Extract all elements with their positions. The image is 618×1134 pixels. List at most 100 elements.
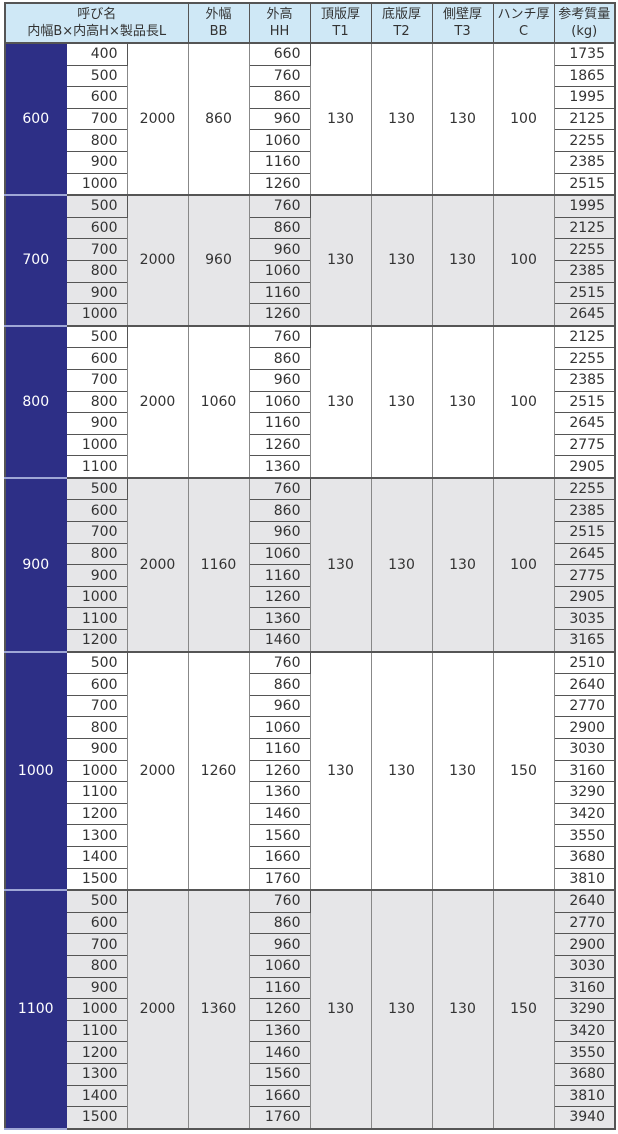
top-slab-t1: 130 bbox=[309, 194, 372, 327]
inner-height: 1300 bbox=[65, 824, 128, 847]
reference-weight: 2125 bbox=[553, 216, 616, 240]
inner-height: 500 bbox=[65, 324, 128, 349]
reference-weight: 3165 bbox=[553, 629, 616, 653]
reference-weight: 2900 bbox=[553, 716, 616, 739]
top-slab-t1: 130 bbox=[309, 650, 372, 891]
reference-weight: 3810 bbox=[553, 1084, 616, 1108]
reference-weight: 2515 bbox=[553, 390, 616, 414]
outer-height-hh: 1260 bbox=[248, 433, 311, 457]
outer-height-hh: 660 bbox=[248, 41, 311, 66]
header-row: 呼び名 内幅B×内高H×製品長L 外幅 BB 外高 HH 頂版厚 T1 底版厚 T2 側壁… bbox=[4, 2, 616, 44]
outer-height-hh: 1060 bbox=[248, 129, 311, 152]
inner-height: 900 bbox=[65, 564, 128, 587]
table-row: 1200 1460 3550 bbox=[5, 1041, 616, 1064]
inner-height: 600 bbox=[65, 347, 128, 370]
reference-weight: 3940 bbox=[553, 1106, 616, 1130]
reference-weight: 2905 bbox=[553, 585, 616, 609]
inner-height: 800 bbox=[65, 542, 128, 566]
inner-height: 500 bbox=[65, 476, 128, 501]
top-slab-t1: 130 bbox=[309, 324, 372, 479]
reference-weight: 2515 bbox=[553, 521, 616, 544]
outer-height-hh: 1460 bbox=[248, 802, 311, 826]
bottom-slab-t2: 130 bbox=[370, 324, 433, 479]
table-row: 600 860 2125 bbox=[5, 216, 616, 240]
outer-height-hh: 1660 bbox=[248, 845, 311, 869]
table-row: 1400 1660 3680 bbox=[5, 845, 616, 869]
inner-height: 1500 bbox=[65, 867, 128, 891]
side-wall-t3: 130 bbox=[431, 889, 494, 1130]
header-bb: 外幅 BB bbox=[187, 2, 250, 44]
table-row: 600 860 2385 bbox=[5, 499, 616, 523]
outer-height-hh: 1360 bbox=[248, 1019, 311, 1043]
table-row: 700 500 2000 960 760 130 130 130 100 1995 bbox=[4, 194, 616, 327]
inner-height: 900 bbox=[65, 150, 128, 174]
product-length: 2000 bbox=[126, 476, 189, 653]
inner-height: 500 bbox=[65, 650, 128, 675]
reference-weight: 3035 bbox=[553, 607, 616, 631]
outer-height-hh: 760 bbox=[248, 476, 311, 501]
haunch-c: 150 bbox=[492, 650, 555, 891]
inner-height: 1500 bbox=[65, 1106, 128, 1130]
reference-weight: 3420 bbox=[553, 1019, 616, 1043]
inner-height: 1100 bbox=[65, 781, 128, 804]
reference-weight: 3030 bbox=[553, 738, 616, 761]
reference-weight: 3810 bbox=[553, 867, 616, 891]
nominal-width: 1100 bbox=[4, 889, 67, 1130]
table-row: 800 1060 2900 bbox=[5, 716, 616, 739]
outer-height-hh: 1060 bbox=[248, 542, 311, 566]
table-row: 800 1060 2255 bbox=[5, 129, 616, 152]
outer-width-bb: 1360 bbox=[187, 889, 250, 1130]
outer-height-hh: 860 bbox=[248, 347, 311, 370]
reference-weight: 2640 bbox=[553, 673, 616, 696]
reference-weight: 3550 bbox=[553, 1041, 616, 1064]
table-row: 700 960 2385 bbox=[5, 368, 616, 392]
inner-height: 1000 bbox=[65, 433, 128, 457]
outer-height-hh: 1560 bbox=[248, 1062, 311, 1086]
inner-height: 900 bbox=[65, 738, 128, 761]
outer-height-hh: 960 bbox=[248, 694, 311, 718]
inner-height: 700 bbox=[65, 694, 128, 718]
reference-weight: 2255 bbox=[553, 238, 616, 261]
table-row: 500 760 1865 bbox=[5, 64, 616, 88]
product-length: 2000 bbox=[126, 194, 189, 327]
header-hh: 外高 HH bbox=[248, 2, 311, 44]
outer-height-hh: 860 bbox=[248, 499, 311, 523]
table-row: 900 1160 2645 bbox=[5, 412, 616, 435]
outer-height-hh: 1460 bbox=[248, 1041, 311, 1064]
outer-height-hh: 960 bbox=[248, 107, 311, 131]
reference-weight: 2385 bbox=[553, 150, 616, 174]
header-c: ハンチ厚 C bbox=[492, 2, 555, 44]
table-row: 700 960 2255 bbox=[5, 238, 616, 261]
reference-weight: 1735 bbox=[553, 41, 616, 66]
outer-height-hh: 960 bbox=[248, 368, 311, 392]
outer-height-hh: 1760 bbox=[248, 867, 311, 891]
header-t2: 底版厚 T2 bbox=[370, 2, 433, 44]
bottom-slab-t2: 130 bbox=[370, 41, 433, 196]
side-wall-t3: 130 bbox=[431, 194, 494, 327]
outer-height-hh: 1260 bbox=[248, 585, 311, 609]
inner-height: 700 bbox=[65, 933, 128, 956]
outer-height-hh: 760 bbox=[248, 194, 311, 218]
reference-weight: 1865 bbox=[553, 64, 616, 88]
table-row: 900 1160 2515 bbox=[5, 281, 616, 305]
outer-height-hh: 1160 bbox=[248, 281, 311, 305]
reference-weight: 2775 bbox=[553, 564, 616, 587]
inner-height: 1000 bbox=[65, 585, 128, 609]
outer-height-hh: 960 bbox=[248, 238, 311, 261]
table-row: 900 1160 2385 bbox=[5, 150, 616, 174]
outer-height-hh: 960 bbox=[248, 521, 311, 544]
outer-height-hh: 1160 bbox=[248, 976, 311, 1000]
table-row: 1500 1760 3940 bbox=[5, 1106, 616, 1130]
bottom-slab-t2: 130 bbox=[370, 476, 433, 653]
outer-height-hh: 960 bbox=[248, 933, 311, 956]
outer-height-hh: 860 bbox=[248, 86, 311, 109]
reference-weight: 3290 bbox=[553, 781, 616, 804]
inner-height: 600 bbox=[65, 673, 128, 696]
reference-weight: 2775 bbox=[553, 433, 616, 457]
bottom-slab-t2: 130 bbox=[370, 889, 433, 1130]
table-row: 1100 1360 3420 bbox=[5, 1019, 616, 1043]
header-name-line1: 呼び名 bbox=[77, 7, 117, 22]
nominal-width: 1000 bbox=[4, 650, 67, 892]
bottom-slab-t2: 130 bbox=[370, 650, 433, 891]
inner-height: 400 bbox=[65, 41, 128, 66]
